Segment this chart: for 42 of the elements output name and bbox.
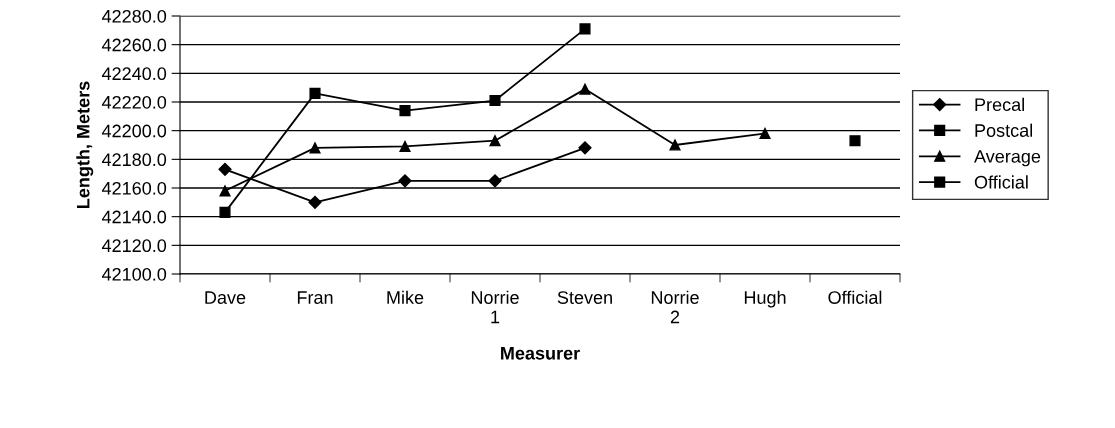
x-tick-label: Steven <box>557 291 612 304</box>
y-tick-label: 42240.0 <box>101 67 167 81</box>
y-tick-label: 42260.0 <box>101 38 167 52</box>
point <box>489 95 501 107</box>
y-tick-label: 42160.0 <box>101 181 167 195</box>
point <box>219 185 231 197</box>
point <box>309 142 321 154</box>
point <box>849 135 861 147</box>
legend-label: Precal <box>975 97 1024 112</box>
y-tick-label: 42280.0 <box>101 9 167 23</box>
point <box>579 83 591 95</box>
y-tick-label: 42220.0 <box>101 95 167 109</box>
point <box>579 23 591 35</box>
x-tick-label: Norrie 1 <box>471 290 519 324</box>
point <box>309 87 321 99</box>
x-tick-label: Official <box>828 290 882 304</box>
y-tick-label: 42120.0 <box>101 239 167 253</box>
y-tick-label: 42140.0 <box>101 210 167 224</box>
point <box>669 139 681 151</box>
legend-label: Postcal <box>975 123 1033 137</box>
y-tick-label: 42180.0 <box>101 153 167 167</box>
point <box>398 174 412 188</box>
point <box>489 135 501 147</box>
point <box>759 127 771 140</box>
point <box>219 206 231 218</box>
x-tick-label: Fran <box>297 291 333 304</box>
x-tick-label: Dave <box>205 291 246 304</box>
legend-label: Official <box>974 175 1028 189</box>
point <box>308 195 322 209</box>
point <box>218 162 232 176</box>
point <box>399 140 411 152</box>
legend-label: Average <box>974 150 1041 167</box>
x-tick-label: Norrie 2 <box>651 290 699 324</box>
x-tick-label: Mike <box>387 290 424 304</box>
point <box>488 174 502 188</box>
y-tick-label: 42100.0 <box>101 267 167 281</box>
point <box>578 141 592 155</box>
x-tick-label: Hugh <box>744 290 786 308</box>
x-axis-title: Measurer <box>501 347 580 360</box>
y-axis-title: Length, Meters <box>76 81 94 208</box>
point <box>399 105 411 117</box>
y-tick-label: 42200.0 <box>101 124 167 138</box>
